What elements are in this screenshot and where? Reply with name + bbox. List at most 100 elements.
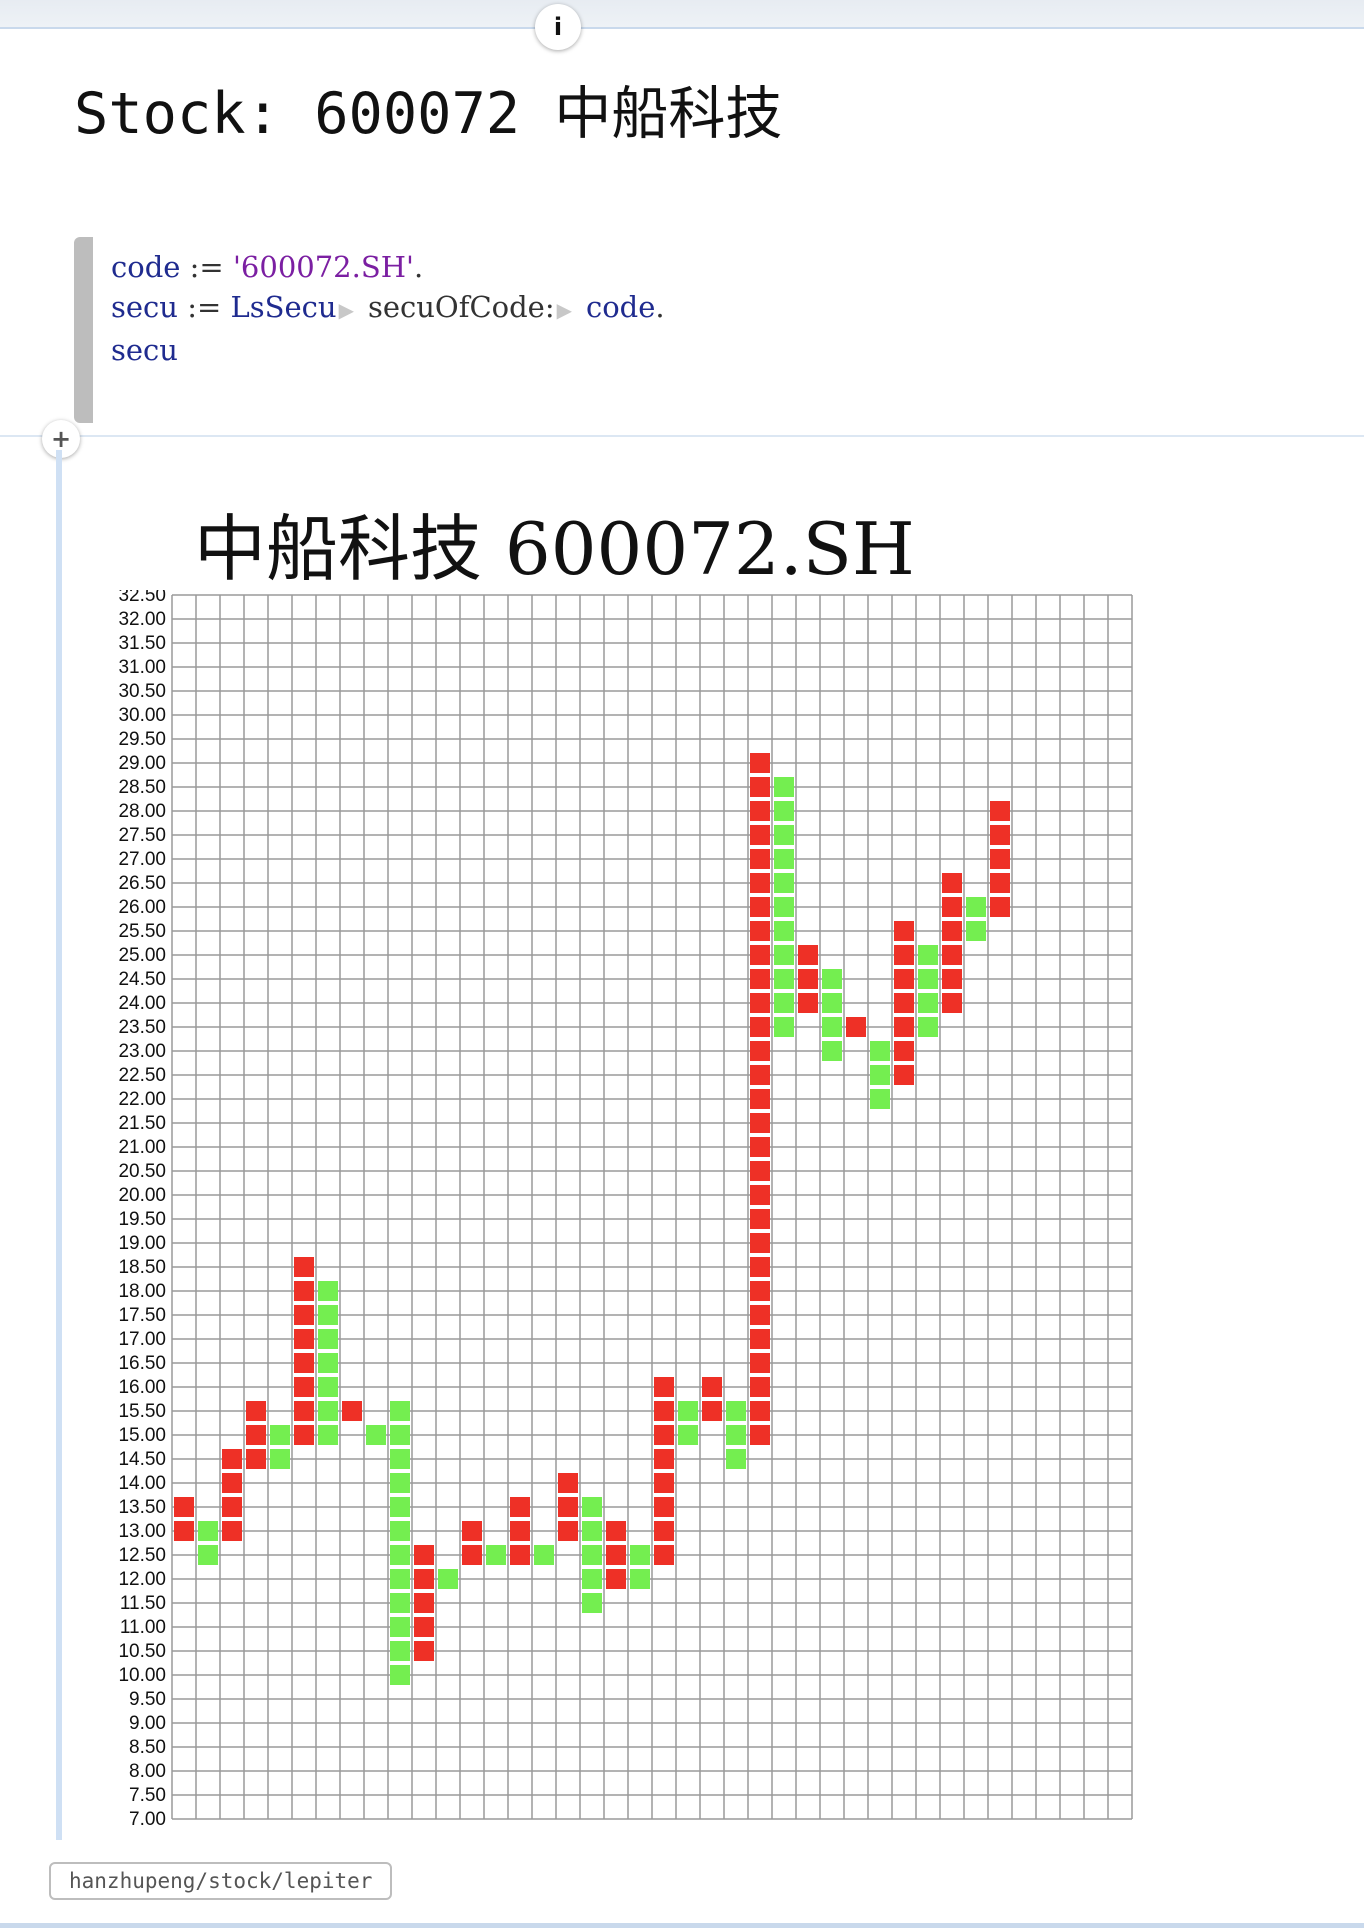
up-box — [174, 1521, 194, 1541]
up-box — [222, 1521, 242, 1541]
code-editor[interactable]: code := '600072.SH'. secu := LsSecu ▶ secu… — [111, 247, 665, 370]
up-box — [750, 1401, 770, 1421]
down-box — [390, 1617, 410, 1637]
up-box — [654, 1545, 674, 1565]
down-box — [774, 897, 794, 917]
code-snippet-cell[interactable]: code := '600072.SH'. secu := LsSecu ▶ secu… — [74, 237, 1364, 427]
up-box — [702, 1377, 722, 1397]
up-box — [294, 1353, 314, 1373]
up-box — [654, 1425, 674, 1445]
up-box — [990, 825, 1010, 845]
down-box — [774, 825, 794, 845]
up-box — [462, 1545, 482, 1565]
up-box — [222, 1497, 242, 1517]
y-tick-label: 24.50 — [118, 969, 166, 990]
y-tick-label: 27.50 — [118, 825, 166, 846]
y-tick-label: 23.50 — [118, 1017, 166, 1038]
up-box — [750, 1185, 770, 1205]
down-box — [582, 1521, 602, 1541]
up-box — [654, 1473, 674, 1493]
up-box — [510, 1497, 530, 1517]
up-box — [294, 1257, 314, 1277]
code-var: secu — [111, 290, 178, 324]
up-box — [654, 1497, 674, 1517]
up-box — [990, 801, 1010, 821]
up-box — [750, 897, 770, 917]
down-box — [918, 945, 938, 965]
up-box — [942, 945, 962, 965]
down-box — [822, 1041, 842, 1061]
down-box — [390, 1569, 410, 1589]
down-box — [678, 1425, 698, 1445]
up-box — [606, 1521, 626, 1541]
up-box — [750, 1089, 770, 1109]
down-box — [582, 1497, 602, 1517]
up-box — [294, 1305, 314, 1325]
up-box — [750, 1137, 770, 1157]
y-tick-label: 7.00 — [129, 1809, 166, 1830]
expand-triangle-icon[interactable]: ▶ — [338, 298, 354, 322]
code-class-ref[interactable]: LsSecu — [230, 290, 337, 324]
up-box — [342, 1401, 362, 1421]
up-box — [750, 1041, 770, 1061]
down-box — [318, 1281, 338, 1301]
y-tick-label: 19.50 — [118, 1209, 166, 1230]
cell-separator — [0, 435, 1364, 437]
y-tick-label: 26.00 — [118, 897, 166, 918]
y-tick-label: 10.00 — [118, 1665, 166, 1686]
y-tick-label: 24.00 — [118, 993, 166, 1014]
up-box — [750, 1113, 770, 1133]
down-box — [390, 1425, 410, 1445]
down-box — [774, 993, 794, 1013]
code-line-3: secu — [111, 330, 665, 370]
up-box — [222, 1473, 242, 1493]
up-box — [750, 1281, 770, 1301]
down-box — [390, 1545, 410, 1565]
y-tick-label: 26.50 — [118, 873, 166, 894]
up-box — [990, 873, 1010, 893]
up-box — [750, 993, 770, 1013]
up-box — [750, 849, 770, 869]
down-box — [390, 1449, 410, 1469]
y-tick-label: 12.50 — [118, 1545, 166, 1566]
up-box — [846, 1017, 866, 1037]
up-box — [246, 1449, 266, 1469]
down-box — [726, 1425, 746, 1445]
info-icon[interactable]: i — [535, 4, 581, 50]
y-tick-label: 16.50 — [118, 1353, 166, 1374]
output-gutter — [56, 450, 62, 1840]
code-assign-op: := — [187, 290, 222, 324]
chart-title: 中船科技 600072.SH — [194, 507, 915, 591]
expand-triangle-icon[interactable]: ▶ — [556, 298, 572, 322]
y-tick-label: 9.50 — [129, 1689, 166, 1710]
y-tick-label: 10.50 — [118, 1641, 166, 1662]
y-tick-label: 30.50 — [118, 681, 166, 702]
down-box — [774, 969, 794, 989]
down-box — [270, 1425, 290, 1445]
up-box — [894, 969, 914, 989]
up-box — [414, 1617, 434, 1637]
up-box — [174, 1497, 194, 1517]
up-box — [606, 1569, 626, 1589]
up-box — [750, 945, 770, 965]
y-tick-label: 13.00 — [118, 1521, 166, 1542]
down-box — [726, 1401, 746, 1421]
up-box — [750, 873, 770, 893]
y-tick-label: 22.00 — [118, 1089, 166, 1110]
down-box — [390, 1665, 410, 1685]
down-box — [678, 1401, 698, 1421]
up-box — [654, 1449, 674, 1469]
up-box — [654, 1377, 674, 1397]
y-tick-label: 31.00 — [118, 657, 166, 678]
up-box — [798, 945, 818, 965]
down-box — [822, 969, 842, 989]
y-tick-label: 28.50 — [118, 777, 166, 798]
up-box — [510, 1521, 530, 1541]
repository-label[interactable]: hanzhupeng/stock/lepiter — [49, 1862, 393, 1900]
down-box — [390, 1473, 410, 1493]
down-box — [870, 1041, 890, 1061]
up-box — [462, 1521, 482, 1541]
up-box — [414, 1641, 434, 1661]
up-box — [894, 1065, 914, 1085]
up-box — [894, 993, 914, 1013]
